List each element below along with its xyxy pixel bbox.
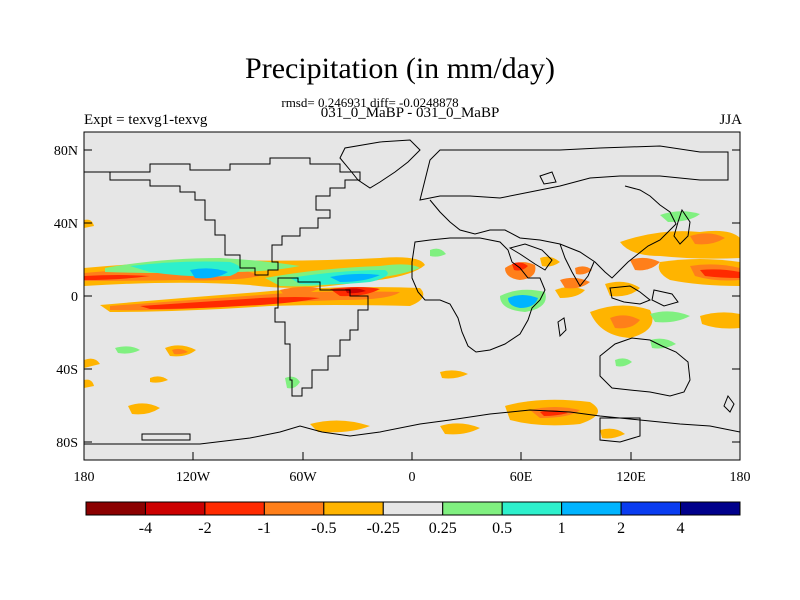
anomaly-patch [84,219,94,228]
anomaly-patch [150,376,168,383]
coastlines [84,139,740,445]
lon-label-120e: 120E [616,470,646,485]
anomaly-patch [172,348,188,355]
lon-label-180e: 180 [730,470,751,485]
legend-color-box [382,501,444,516]
longitude-labels: 180 120W 60W 0 60E 120E 180 [74,470,751,485]
legend-color-box [323,501,384,516]
lat-label-40s: 40S [56,363,78,378]
color-legend [85,501,741,516]
anomaly-patch [140,297,320,309]
legend-label: 4 [677,520,685,537]
legend-color-box [680,501,741,516]
lon-label-180w: 180 [74,470,95,485]
legend-label: 1 [558,520,566,537]
anomaly-patch [610,315,640,329]
map-title: Precipitation (in mm/day) [245,52,555,85]
anomaly-patch [190,268,228,279]
anomaly-patch [440,370,468,379]
anomaly-patch [280,286,320,296]
anomaly-patch [330,273,380,282]
lon-label-60w: 60W [289,470,317,485]
lat-label-80s: 80S [56,436,78,451]
legend-label: 0.5 [492,520,512,537]
anomaly-patch [440,423,480,435]
lat-label-80n: 80N [54,144,78,159]
rmsd-diff-text: rmsd= 0.246931 diff= -0.0248878 [281,95,459,110]
anomaly-patch [615,358,632,367]
anomaly-patch [650,338,676,349]
latitude-labels: 80N 40N 0 40S 80S [54,144,78,451]
lat-label-40n: 40N [54,217,78,232]
anomaly-patch [430,248,446,257]
legend-color-box [561,501,622,516]
legend-label: 2 [617,520,625,537]
anomaly-patch [84,379,94,388]
anomaly-patch [605,281,640,297]
anomaly-patch [505,262,536,280]
anomaly-patch [84,275,150,280]
legend-color-box [85,501,146,516]
lon-label-0: 0 [409,470,416,485]
legend-label: -2 [198,520,211,537]
anomaly-patch [600,428,625,439]
anomaly-patch [115,346,140,354]
legend-label: -0.25 [367,520,400,537]
legend-label: -4 [139,520,152,537]
legend-color-box [442,501,503,516]
legend-label: 0.25 [429,520,457,537]
anomaly-patch [700,269,740,278]
legend-label: -0.5 [311,520,336,537]
anomaly-patch [540,256,560,267]
experiment-label: Expt = texvg1-texvg [84,112,208,128]
legend-color-box [263,501,325,516]
legend-color-box [620,501,682,516]
anomaly-patch [84,358,100,368]
lon-label-120w: 120W [176,470,211,485]
anomaly-patch [555,287,585,298]
lon-label-60e: 60E [510,470,533,485]
anomaly-patch [560,277,590,289]
legend-color-box [501,501,563,516]
anomaly-patch [575,266,592,275]
season-label: JJA [719,112,742,128]
anomaly-patch [508,295,538,308]
anomaly-patch [700,312,740,329]
anomaly-fields [84,139,740,445]
legend-color-box [204,501,265,516]
anomaly-patch [650,311,690,323]
lat-label-0: 0 [71,290,78,305]
legend-labels: -4 -2 -1 -0.5 -0.25 0.25 0.5 1 2 4 [139,520,685,537]
anomaly-patch [630,257,660,271]
axis-ticks [83,149,741,460]
anomaly-patch [690,233,725,245]
legend-label: -1 [258,520,271,537]
comparison-label: 031_0_MaBP - 031_0_MaBP [320,105,500,121]
legend-color-box [144,501,206,516]
anomaly-patch [128,403,160,415]
anomaly-patch [310,420,370,433]
